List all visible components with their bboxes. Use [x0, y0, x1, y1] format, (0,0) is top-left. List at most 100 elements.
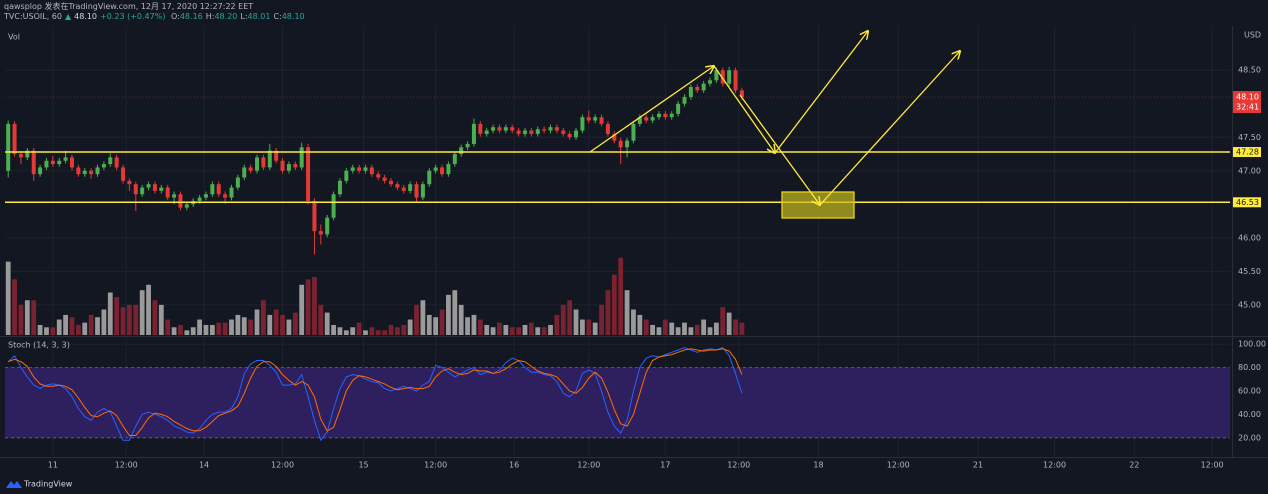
volume-bar [688, 327, 694, 335]
candle-body [242, 167, 247, 178]
candle-body [6, 123, 11, 171]
stoch-tick-label: 40.00 [1238, 410, 1261, 419]
candle-body [25, 150, 30, 158]
candle-body [491, 127, 496, 131]
volume-bar [260, 300, 266, 335]
candle-body [76, 167, 81, 175]
candle-body [235, 177, 240, 188]
volume-bar [152, 300, 158, 335]
candle-body [650, 117, 655, 121]
candle-body [708, 80, 713, 84]
candle-body [644, 117, 649, 121]
volume-bar [331, 324, 336, 335]
volume-bar [299, 284, 305, 335]
volume-bar [420, 300, 426, 335]
author-line: qawsplop 发表在TradingView.com, 12月 17, 202… [4, 2, 254, 11]
level-box [1233, 147, 1261, 158]
logo [6, 481, 22, 488]
candle-body [152, 184, 157, 191]
volume-bar [356, 322, 362, 335]
candle-body [593, 117, 598, 121]
volume-bar [669, 322, 675, 335]
volume-bar [241, 317, 247, 335]
stoch-tick-label: 20.00 [1238, 433, 1261, 442]
candle-body [484, 130, 489, 134]
candle-body [369, 167, 374, 175]
candle-body [184, 204, 189, 208]
rise-arrow [774, 31, 868, 154]
volume-bar [158, 304, 164, 335]
y-tick-label: 48.50 [1238, 66, 1261, 75]
volume-bar [273, 309, 279, 335]
candle-body [433, 167, 438, 171]
candle-body [337, 180, 342, 195]
volume-bar [516, 327, 522, 335]
volume-bar [497, 322, 502, 335]
volume-bar [401, 324, 407, 335]
stoch-tick-label: 100.00 [1238, 340, 1266, 349]
drawings [589, 31, 960, 219]
volume-bar [120, 307, 126, 335]
candle-body [516, 130, 521, 134]
stoch-tick-label: 60.00 [1238, 386, 1261, 395]
price: 48.10 [74, 12, 98, 21]
volume-bar [37, 324, 43, 335]
stoch-line [7, 347, 743, 442]
candle-body [255, 157, 260, 171]
candle-body [44, 160, 49, 168]
volume-bar [114, 297, 120, 335]
volume-bar [171, 327, 177, 335]
candle-body [376, 174, 381, 178]
volume-bar [477, 319, 483, 335]
volume-bar [305, 279, 311, 335]
volume-bar [178, 324, 183, 335]
level-label: 47.28 [1236, 148, 1259, 157]
ohlc-label: H: [205, 12, 215, 21]
volume-bar [580, 319, 585, 335]
candle-body [146, 184, 151, 188]
candle-body [95, 167, 100, 175]
x-tick-label: 21 [973, 461, 983, 470]
candle-body [612, 133, 617, 141]
volume-bar [624, 290, 630, 335]
candle-body [114, 157, 119, 168]
candle-body [535, 129, 540, 134]
y-tick-label: 45.00 [1238, 300, 1261, 309]
ohlc-value: 48.16 [179, 12, 203, 21]
volume-bar [248, 319, 254, 335]
marks [5, 66, 1230, 442]
volume-bar [407, 319, 413, 335]
volume-bar [280, 314, 285, 335]
volume-bar [592, 322, 598, 335]
candle-body [229, 187, 234, 198]
candle-body [248, 167, 253, 171]
candle-body [127, 180, 132, 185]
volume-bar [631, 309, 636, 335]
volume-bar [107, 292, 113, 335]
volume-bar [414, 304, 419, 335]
candle-body [574, 130, 579, 138]
candle-body [567, 133, 572, 138]
volume-bar [139, 290, 145, 335]
volume-bar [394, 327, 400, 335]
candle-body [69, 157, 74, 168]
volume-bar [18, 304, 24, 335]
candle-body [18, 154, 23, 158]
volume-bar [490, 327, 496, 335]
level-box [1233, 197, 1261, 208]
x-tick-label: 22 [1129, 461, 1139, 470]
volume-bar [433, 317, 439, 335]
candle-body [605, 123, 610, 134]
x-tick-label: 12:00 [115, 461, 138, 470]
ohlc-label: O: [170, 12, 180, 21]
candle-body [414, 184, 419, 198]
axes: USD Vol Stoch (14, 3, 3) 11 12:00 14 12:00 15 12… [0, 26, 1268, 470]
candle-body [223, 194, 228, 198]
candle-body [178, 194, 183, 208]
volume-bar [375, 330, 381, 335]
candle-body [133, 184, 138, 195]
volume-bar [713, 322, 719, 335]
volume-bar [5, 261, 11, 335]
candle-body [625, 140, 630, 148]
